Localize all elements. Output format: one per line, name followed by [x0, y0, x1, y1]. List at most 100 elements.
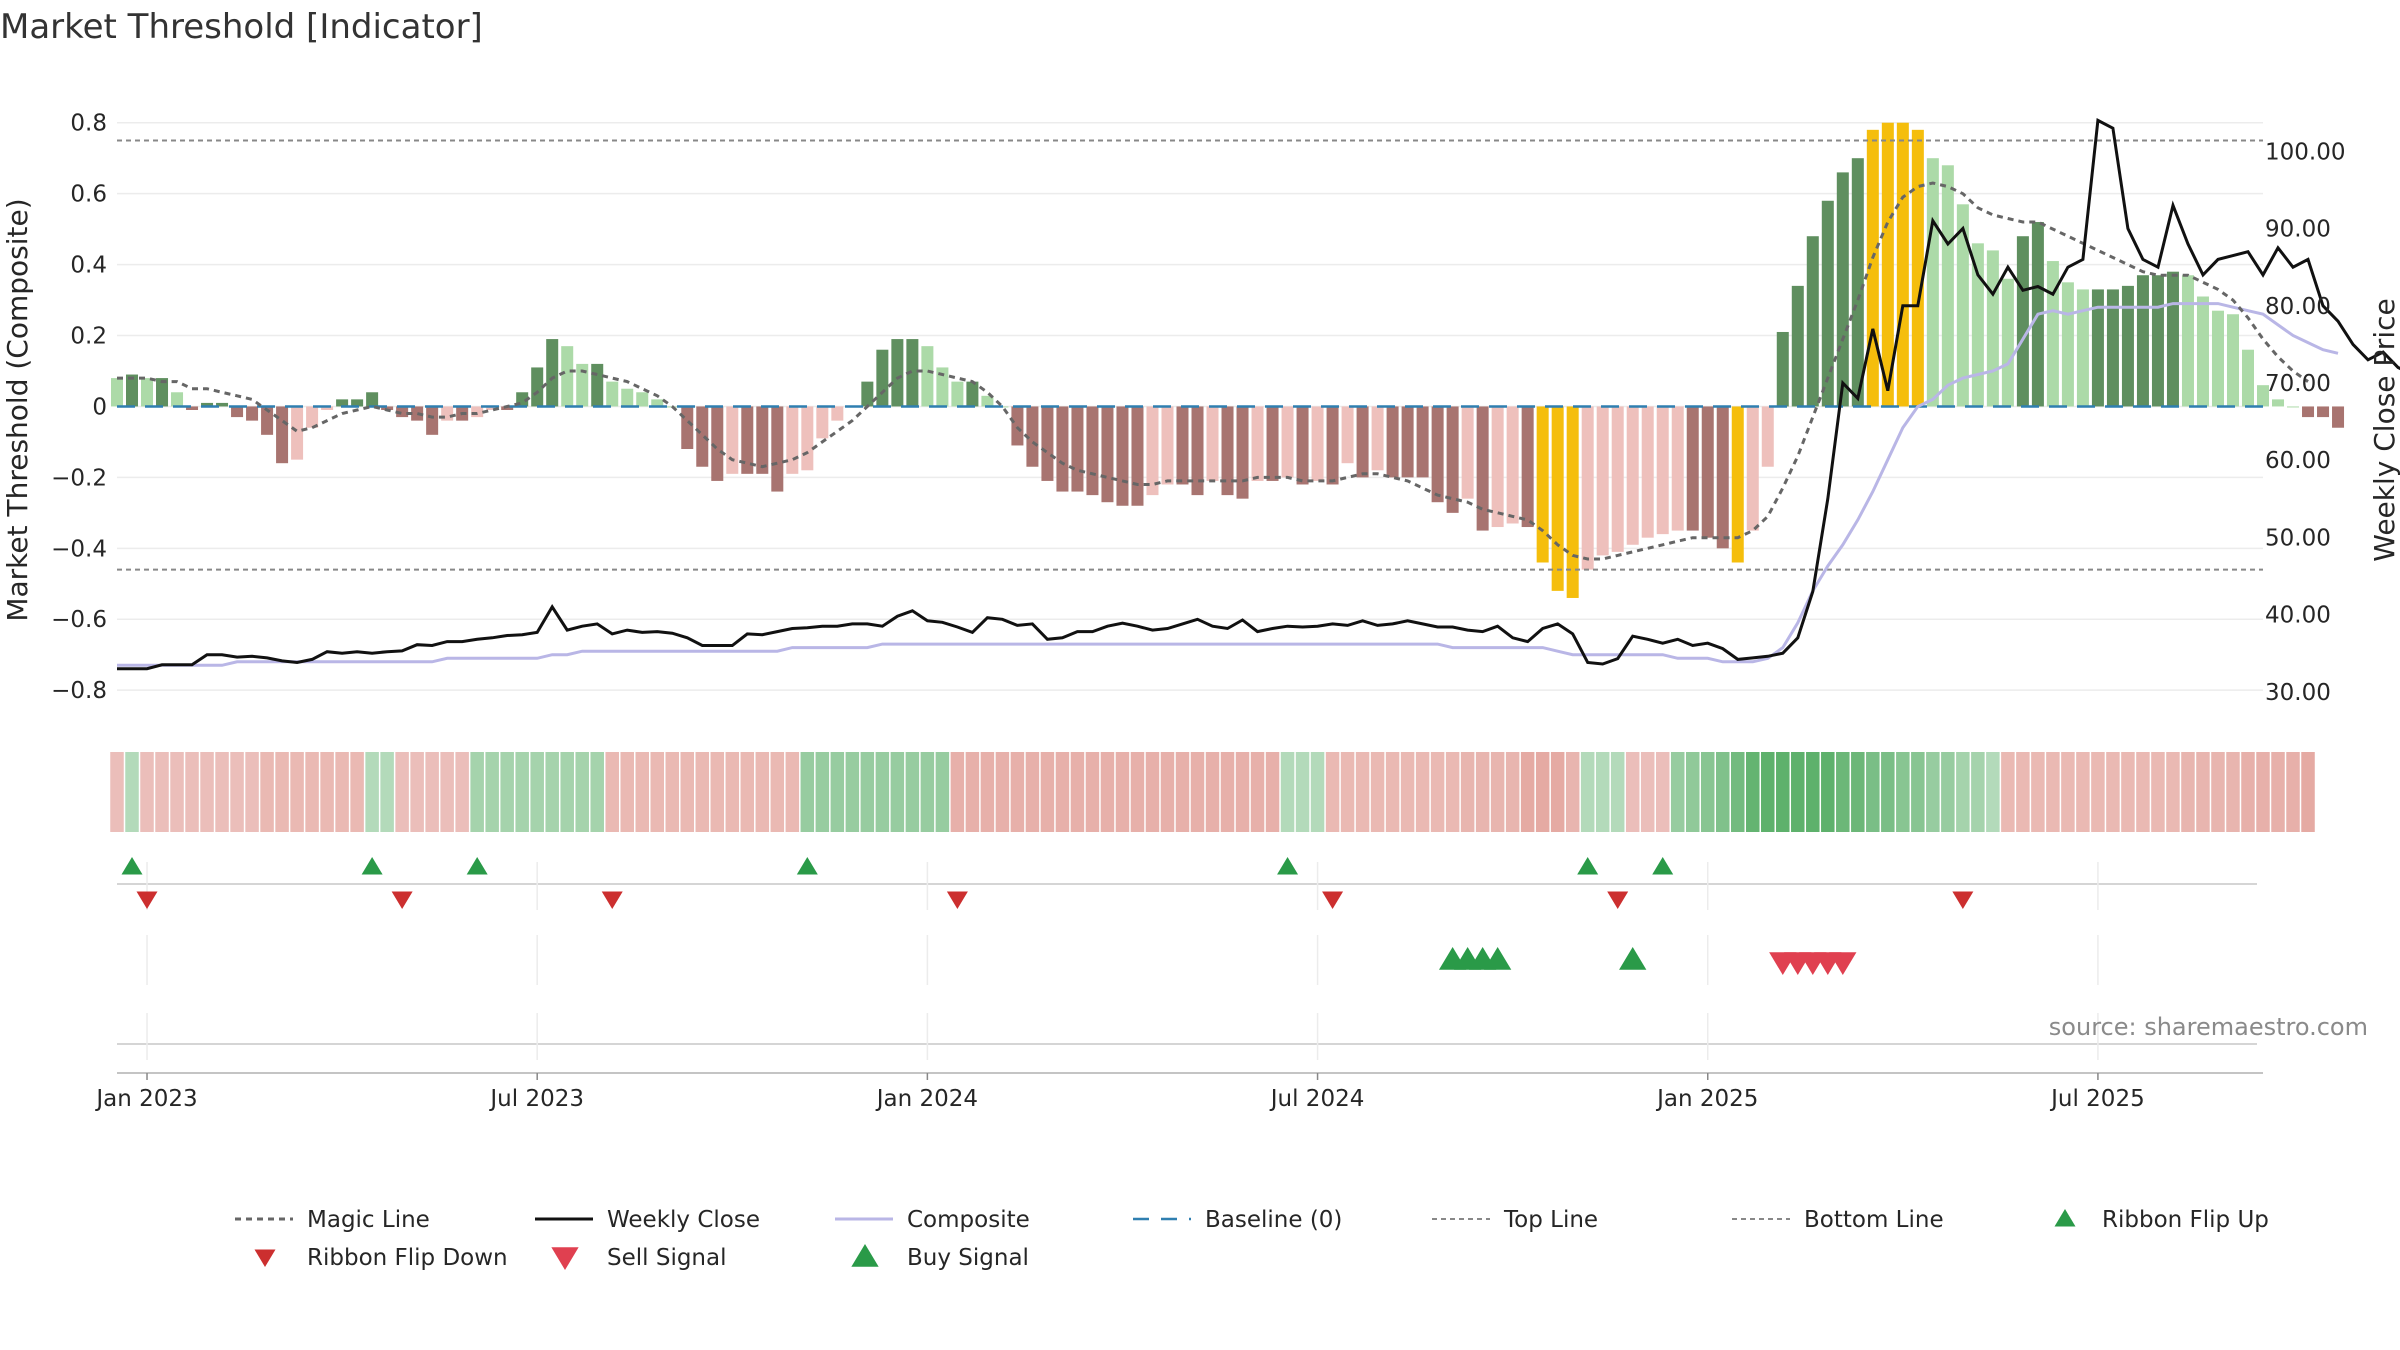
ribbon-cell	[1190, 752, 1205, 832]
ribbon-cell	[995, 752, 1010, 832]
y-right-tick-label: 40.00	[2265, 603, 2331, 629]
ribbon-cell	[350, 752, 364, 832]
legend-label: Ribbon Flip Down	[307, 1245, 508, 1271]
composite-bar	[2226, 314, 2239, 407]
ribbon-cell	[140, 752, 154, 832]
ribbon-cell	[1235, 752, 1250, 832]
composite-bar	[801, 406, 814, 471]
composite-bar	[651, 399, 664, 407]
x-tick-label: Jul 2024	[1269, 1086, 1365, 1112]
ribbon-cell	[1085, 752, 1100, 832]
composite-bar	[816, 406, 829, 439]
composite-bar	[1341, 406, 1354, 464]
legend-label: Weekly Close	[607, 1207, 760, 1233]
composite-bar	[1611, 406, 1624, 552]
y-left-tick-label: 0.2	[70, 324, 107, 350]
y-right-tick-label: 100.00	[2265, 139, 2345, 165]
ribbon-cell	[890, 752, 905, 832]
composite-bar	[2287, 406, 2300, 408]
composite-bar	[426, 406, 439, 435]
composite-bar	[1476, 406, 1489, 531]
ribbon-flip-up-marker	[1577, 857, 1599, 875]
composite-bar	[1116, 406, 1129, 506]
x-tick-label: Jan 2024	[875, 1086, 978, 1112]
composite-bar	[2121, 285, 2134, 407]
composite-bar	[876, 349, 889, 407]
composite-bar	[2061, 282, 2074, 407]
composite-bar	[1221, 406, 1234, 496]
y-right-tick-label: 80.00	[2265, 294, 2331, 320]
ribbon-cell	[1265, 752, 1280, 832]
composite-bar	[636, 392, 649, 407]
composite-bar	[1806, 236, 1819, 407]
ribbon-cell	[1731, 752, 1745, 832]
composite-bar	[1461, 406, 1474, 499]
ribbon-cell	[155, 752, 169, 832]
ribbon-cell	[1115, 752, 1130, 832]
ribbon-cell	[1700, 752, 1715, 832]
ribbon-cell	[2001, 752, 2015, 832]
composite-bar	[2181, 275, 2194, 407]
ribbon-cell	[1295, 752, 1310, 832]
y-right-tick-label: 60.00	[2265, 448, 2331, 474]
ribbon-flip-up-marker	[1652, 857, 1674, 875]
ribbon-cell	[680, 752, 695, 832]
y-left-tick-label: 0.6	[70, 182, 107, 208]
ribbon-cell	[1490, 752, 1505, 832]
ribbon-cell	[1836, 752, 1850, 832]
ribbon-cell	[485, 752, 499, 832]
ribbon-cell	[410, 752, 424, 832]
ribbon-cell	[1866, 752, 1880, 832]
ribbon-cell	[1881, 752, 1895, 832]
ribbon-cell	[1986, 752, 2000, 832]
legend-item-top: Top Line	[1432, 1207, 1598, 1233]
composite-bar	[531, 367, 544, 407]
ribbon-cell	[1280, 752, 1295, 832]
ribbon-cell	[1941, 752, 1955, 832]
ribbon-cell	[2136, 752, 2150, 832]
ribbon-cell	[1100, 752, 1115, 832]
ribbon-cell	[1550, 752, 1565, 832]
composite-bar	[906, 339, 919, 407]
ribbon-cell	[305, 752, 319, 832]
ribbon-cell	[740, 752, 755, 832]
composite-bar	[2166, 271, 2179, 407]
composite-bar	[861, 381, 874, 407]
ribbon-cell	[1776, 752, 1790, 832]
composite-bar	[1206, 406, 1219, 481]
composite-bar	[786, 406, 799, 474]
ribbon-cell	[860, 752, 875, 832]
ribbon-cell	[1565, 752, 1580, 832]
composite-bar	[2332, 406, 2345, 428]
ribbon-cell	[380, 752, 394, 832]
composite-bar	[921, 346, 934, 407]
composite-bar	[1131, 406, 1144, 506]
composite-bar	[1521, 406, 1534, 528]
composite-bar	[306, 406, 319, 428]
composite-bar	[1671, 406, 1684, 531]
y-left-tick-label: −0.6	[51, 607, 107, 633]
composite-bar	[1326, 406, 1339, 485]
composite-bar	[141, 378, 154, 407]
legend-item-sell: Sell Signal	[551, 1245, 727, 1271]
ribbon-cell	[905, 752, 920, 832]
composite-bar	[216, 402, 229, 407]
ribbon-cell	[245, 752, 259, 832]
composite-bar	[681, 406, 694, 450]
ribbon-cell	[215, 752, 229, 832]
composite-bar	[201, 402, 214, 407]
ribbon-cell	[1670, 752, 1685, 832]
ribbon-cell	[425, 752, 439, 832]
ribbon-cell	[2241, 752, 2255, 832]
composite-bar	[1251, 406, 1264, 481]
ribbon-cell	[545, 752, 559, 832]
composite-bar	[2106, 289, 2119, 407]
ribbon-cell	[875, 752, 890, 832]
composite-bar	[1896, 122, 1909, 407]
composite-bar	[951, 381, 964, 407]
ribbon-cell	[470, 752, 484, 832]
legend-label: Sell Signal	[607, 1245, 727, 1271]
composite-bar	[156, 378, 169, 407]
